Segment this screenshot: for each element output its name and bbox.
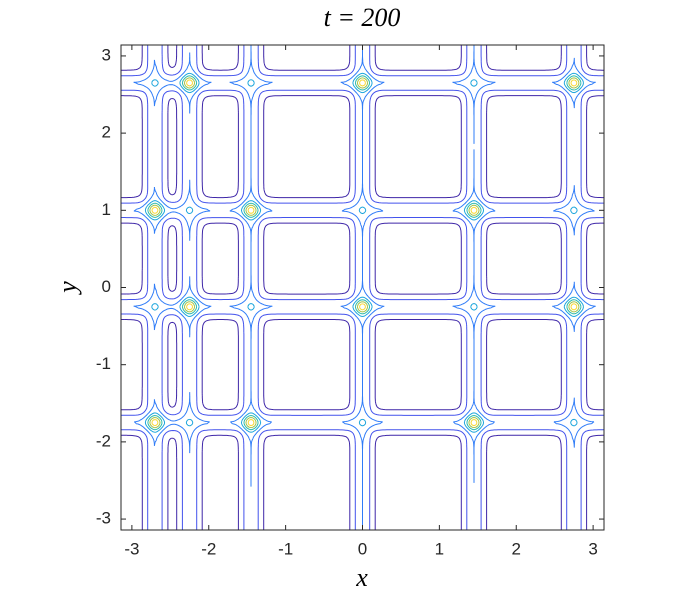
y-axis-label: y xyxy=(53,281,82,296)
contour-line xyxy=(144,72,584,433)
contour-line xyxy=(149,77,580,429)
x-axis-label: x xyxy=(355,563,368,592)
x-tick-label: -2 xyxy=(201,539,216,558)
y-tick-label: 1 xyxy=(102,200,111,219)
y-tick-label: 3 xyxy=(102,45,111,64)
chart-title: t = 200 xyxy=(324,3,401,32)
x-tick-label: 1 xyxy=(435,539,444,558)
contour-line xyxy=(121,45,604,530)
y-tick-label: -1 xyxy=(96,354,111,373)
y-tick-label: -3 xyxy=(96,509,111,528)
contour-group xyxy=(121,45,604,530)
contour-line xyxy=(121,45,604,530)
x-tick-label: 0 xyxy=(358,539,367,558)
contour-line xyxy=(147,75,582,431)
contour-line xyxy=(133,45,596,530)
x-tick-label: -3 xyxy=(124,539,139,558)
x-tick-label: 3 xyxy=(588,539,597,558)
y-tick-label: -2 xyxy=(96,431,111,450)
x-tick-label: -1 xyxy=(278,539,293,558)
x-tick-label: 2 xyxy=(512,539,521,558)
contour-line xyxy=(151,79,578,427)
y-tick-label: 2 xyxy=(102,123,111,142)
y-tick-label: 0 xyxy=(102,277,111,296)
